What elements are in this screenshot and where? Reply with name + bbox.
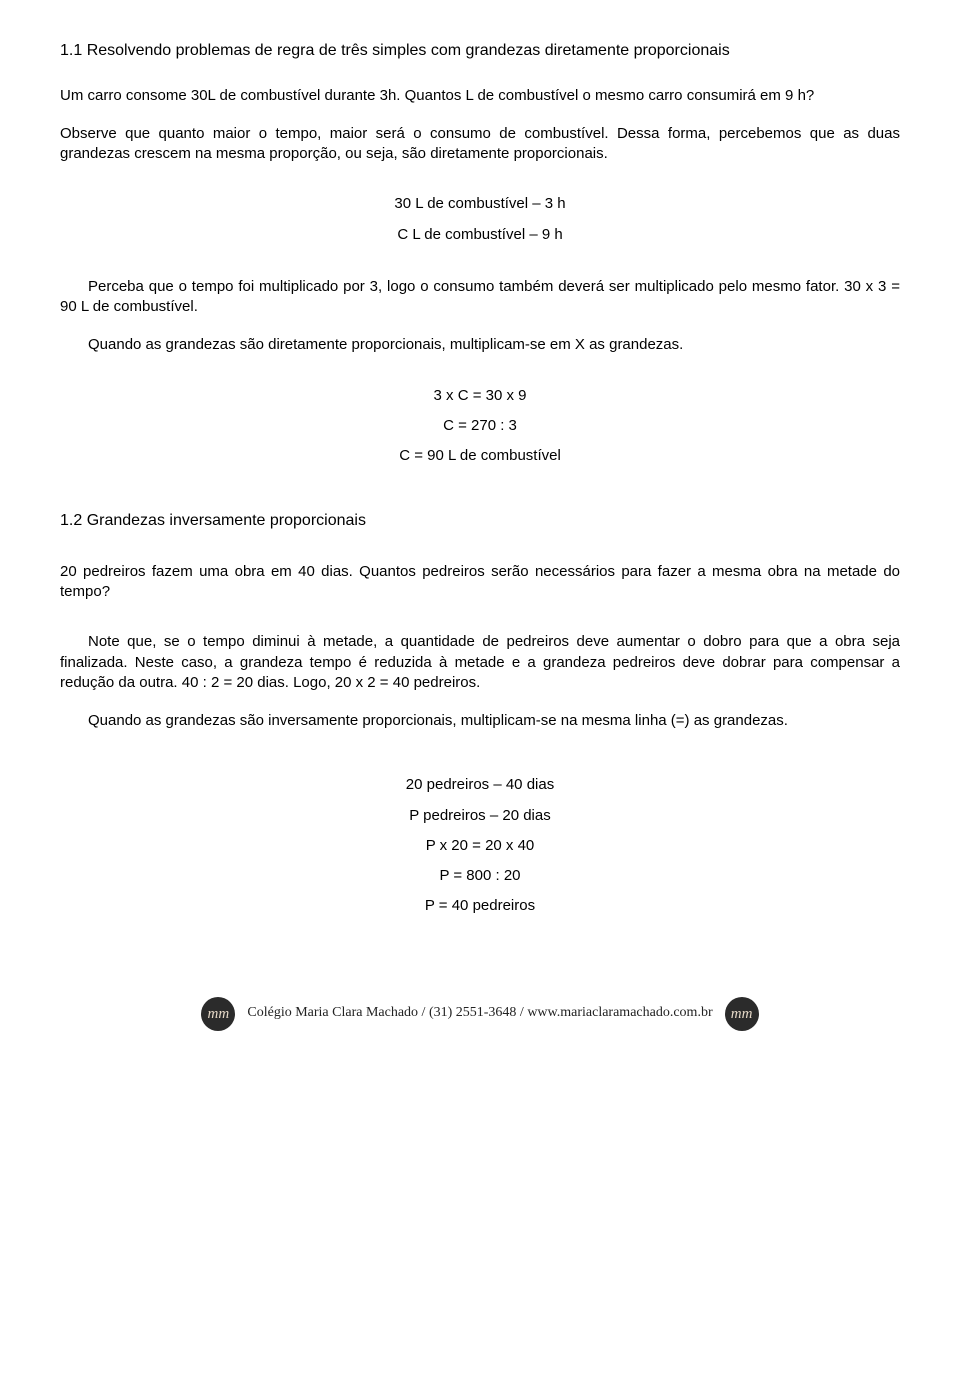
calc2-line-5: P = 40 pedreiros xyxy=(60,896,900,916)
section-2-paragraph-2: Note que, se o tempo diminui à metade, a… xyxy=(60,632,900,693)
section-2-paragraph-1: 20 pedreiros fazem uma obra em 40 dias. … xyxy=(60,562,900,603)
section-2-calc: 20 pedreiros – 40 dias P pedreiros – 20 … xyxy=(60,775,900,916)
section-1-paragraph-4: Quando as grandezas são diretamente prop… xyxy=(60,335,900,355)
setup-line-1: 30 L de combustível – 3 h xyxy=(60,194,900,214)
section-2-paragraph-3: Quando as grandezas são inversamente pro… xyxy=(60,711,900,731)
calc2-line-2: P pedreiros – 20 dias xyxy=(60,806,900,826)
section-1-paragraph-2: Observe que quanto maior o tempo, maior … xyxy=(60,124,900,165)
page-footer: mm Colégio Maria Clara Machado / (31) 25… xyxy=(60,997,900,1031)
school-logo-icon: mm xyxy=(201,997,235,1031)
calc1-line-2: C = 270 : 3 xyxy=(60,416,900,436)
section-1-setup: 30 L de combustível – 3 h C L de combust… xyxy=(60,194,900,245)
calc2-line-3: P x 20 = 20 x 40 xyxy=(60,836,900,856)
footer-text: Colégio Maria Clara Machado / (31) 2551-… xyxy=(247,1004,712,1023)
section-1-paragraph-3: Perceba que o tempo foi multiplicado por… xyxy=(60,277,900,318)
section-2-heading: 1.2 Grandezas inversamente proporcionais xyxy=(60,510,900,532)
calc1-line-3: C = 90 L de combustível xyxy=(60,446,900,466)
school-logo-icon: mm xyxy=(725,997,759,1031)
section-1-heading: 1.1 Resolvendo problemas de regra de trê… xyxy=(60,40,900,62)
calc1-line-1: 3 x C = 30 x 9 xyxy=(60,386,900,406)
setup-line-2: C L de combustível – 9 h xyxy=(60,225,900,245)
section-1-calc: 3 x C = 30 x 9 C = 270 : 3 C = 90 L de c… xyxy=(60,386,900,467)
section-1-paragraph-1: Um carro consome 30L de combustível dura… xyxy=(60,86,900,106)
calc2-line-1: 20 pedreiros – 40 dias xyxy=(60,775,900,795)
calc2-line-4: P = 800 : 20 xyxy=(60,866,900,886)
